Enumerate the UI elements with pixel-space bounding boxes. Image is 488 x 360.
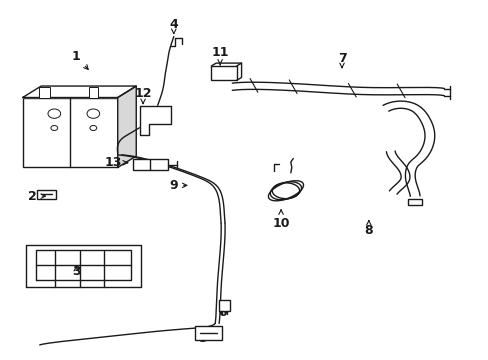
Circle shape — [48, 109, 61, 118]
Text: 9: 9 — [169, 179, 186, 192]
Text: 11: 11 — [211, 46, 228, 65]
Bar — [133, 159, 168, 170]
Text: 2: 2 — [28, 190, 45, 203]
Text: 8: 8 — [364, 220, 372, 237]
Polygon shape — [118, 86, 136, 167]
Bar — [219, 300, 229, 311]
Polygon shape — [140, 107, 171, 135]
Text: 5: 5 — [198, 328, 207, 345]
Bar — [22, 98, 118, 167]
Text: 1: 1 — [72, 50, 88, 69]
Bar — [211, 66, 236, 80]
Text: 7: 7 — [337, 51, 346, 68]
Text: 13: 13 — [104, 156, 127, 169]
Bar — [407, 199, 421, 205]
Text: 10: 10 — [272, 210, 289, 230]
Polygon shape — [26, 244, 141, 287]
Text: 6: 6 — [218, 306, 226, 319]
Text: 12: 12 — [134, 87, 151, 104]
Text: 3: 3 — [72, 265, 81, 278]
Bar — [194, 326, 221, 339]
Bar — [89, 87, 98, 98]
Bar — [37, 190, 56, 199]
Circle shape — [90, 126, 97, 131]
Bar — [39, 87, 50, 98]
Text: 4: 4 — [169, 18, 178, 34]
Polygon shape — [22, 86, 136, 98]
Circle shape — [87, 109, 100, 118]
Circle shape — [51, 126, 58, 131]
